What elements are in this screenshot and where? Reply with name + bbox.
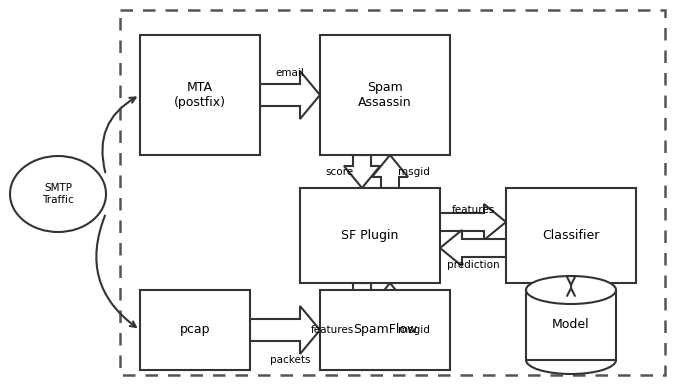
FancyArrow shape: [440, 204, 506, 240]
Bar: [320, 290, 450, 370]
Bar: [300, 188, 440, 283]
Bar: [120, 10, 665, 375]
Text: packets: packets: [269, 355, 311, 365]
FancyArrow shape: [344, 155, 380, 188]
Text: features: features: [451, 205, 495, 215]
FancyArrow shape: [372, 283, 408, 370]
Ellipse shape: [526, 276, 616, 304]
FancyArrow shape: [260, 71, 320, 119]
Text: Model: Model: [552, 319, 590, 331]
Text: SMTP
Traffic: SMTP Traffic: [42, 183, 74, 205]
Text: Spam
Assassin: Spam Assassin: [358, 81, 412, 109]
FancyArrow shape: [372, 155, 408, 188]
Text: features: features: [311, 325, 354, 335]
Text: prediction: prediction: [447, 260, 499, 270]
Text: msgid: msgid: [398, 167, 430, 177]
Bar: [140, 290, 250, 370]
Text: SF Plugin: SF Plugin: [341, 229, 399, 242]
Bar: [526, 290, 616, 360]
Text: Classifier: Classifier: [542, 229, 600, 242]
Text: SpamFlow: SpamFlow: [353, 324, 417, 336]
Text: score: score: [326, 167, 354, 177]
Text: MTA
(postfix): MTA (postfix): [174, 81, 226, 109]
Text: email: email: [276, 68, 304, 78]
FancyArrow shape: [440, 230, 506, 266]
Text: pcap: pcap: [180, 324, 210, 336]
Bar: [140, 35, 260, 155]
Text: msgid: msgid: [398, 325, 430, 335]
Ellipse shape: [10, 156, 106, 232]
Bar: [506, 188, 636, 283]
FancyArrow shape: [344, 283, 380, 370]
Bar: [320, 35, 450, 155]
FancyArrow shape: [250, 306, 320, 354]
